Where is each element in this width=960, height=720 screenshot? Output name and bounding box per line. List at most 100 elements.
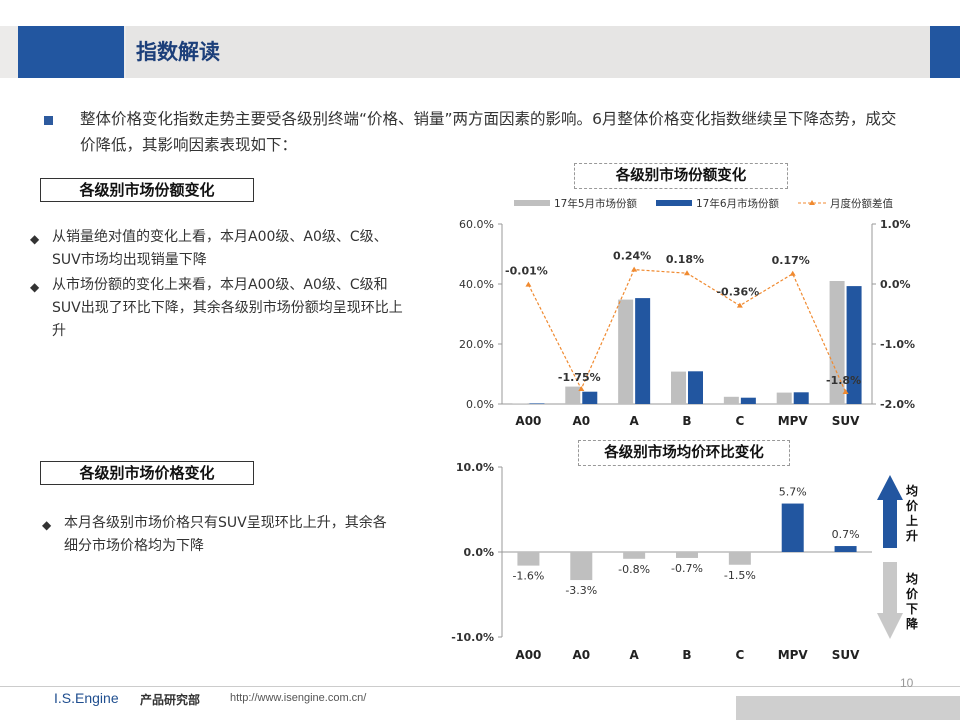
x-tick-label: A xyxy=(629,414,639,428)
y-right-tick-label: -2.0% xyxy=(880,398,915,411)
data-label: 0.7% xyxy=(832,528,860,541)
bar xyxy=(740,397,756,404)
diamond-bullet-icon: ◆ xyxy=(42,518,52,532)
list-item: ◆ 从市场份额的变化上来看，本月A00级、A0级、C级和SUV出现了环比下降，其余… xyxy=(30,277,403,339)
legend-label: 17年5月市场份额 xyxy=(554,197,638,210)
bar xyxy=(512,403,528,404)
data-label: 0.24% xyxy=(613,250,651,263)
list-item: ◆ 本月各级别市场价格只有SUV呈现环比上升，其余各细分市场价格均为下降 xyxy=(42,515,387,554)
data-label: -0.8% xyxy=(618,563,650,576)
data-point xyxy=(842,389,849,394)
data-label: -0.01% xyxy=(505,265,548,278)
page-title: 指数解读 xyxy=(136,40,220,64)
diamond-bullet-icon: ◆ xyxy=(30,280,40,294)
data-label: -3.3% xyxy=(565,584,597,597)
y-right-tick-label: -1.0% xyxy=(880,338,915,351)
x-tick-label: MPV xyxy=(778,648,809,662)
data-label: -1.5% xyxy=(724,569,756,582)
up-label-char: 价 xyxy=(906,499,919,513)
x-tick-label: B xyxy=(682,414,691,428)
bar xyxy=(582,391,598,404)
down-arrow-icon xyxy=(877,562,903,639)
data-point xyxy=(736,302,743,308)
data-point xyxy=(525,281,532,287)
x-tick-label: SUV xyxy=(832,414,860,428)
up-label-char: 均 xyxy=(906,483,918,498)
bar xyxy=(846,286,862,404)
down-label-char: 下 xyxy=(906,602,918,616)
data-label: -0.7% xyxy=(671,562,703,575)
legend-label: 月度份额差值 xyxy=(830,197,893,210)
footer-dept: 产品研究部 xyxy=(140,693,201,707)
bar xyxy=(635,298,651,404)
bar xyxy=(834,546,857,552)
y-right-tick-label: 0.0% xyxy=(880,278,911,291)
x-tick-label: A00 xyxy=(515,648,541,662)
y-tick-label: -10.0% xyxy=(451,631,494,644)
legend-label: 17年6月市场份额 xyxy=(696,197,780,210)
data-label: -0.36% xyxy=(716,286,759,299)
bar xyxy=(688,371,703,404)
down-label-char: 均 xyxy=(906,571,918,586)
data-label: -1.8% xyxy=(826,374,861,387)
bar xyxy=(676,552,698,558)
share-chart: 0.0%20.0%40.0%60.0%-2.0%-1.0%0.0%1.0%A00… xyxy=(459,197,915,428)
x-tick-label: B xyxy=(682,648,691,662)
intro-text: 整体价格变化指数走势主要受各级别终端“价格、销量”两方面因素的影响。6月整体价格… xyxy=(80,110,897,154)
down-label-char: 降 xyxy=(906,616,919,631)
footer-divider xyxy=(0,686,960,687)
section2-title: 各级别市场价格变化 xyxy=(40,461,254,485)
up-label-char: 上 xyxy=(906,513,918,528)
data-label: -1.6% xyxy=(512,570,544,583)
diamond-bullet-icon: ◆ xyxy=(30,232,40,246)
legend-swatch xyxy=(656,200,692,206)
y-left-tick-label: 40.0% xyxy=(459,278,494,291)
data-label: 5.7% xyxy=(779,486,807,499)
footer-brand: I.S.Engine xyxy=(54,690,119,706)
footer-bar xyxy=(736,696,960,720)
data-point xyxy=(631,266,638,272)
header-accent-left xyxy=(18,26,124,78)
bar xyxy=(728,552,751,565)
down-label-char: 价 xyxy=(906,587,919,601)
list-item: ◆ 从销量绝对值的变化上看，本月A00级、A0级、C级、SUV市场均出现销量下降 xyxy=(30,229,388,268)
y-tick-label: 10.0% xyxy=(456,461,494,474)
x-tick-label: A0 xyxy=(572,414,590,428)
data-point xyxy=(789,270,796,276)
up-label-char: 升 xyxy=(906,528,918,543)
data-label: 0.17% xyxy=(772,254,810,267)
y-tick-label: 0.0% xyxy=(463,546,494,559)
bar xyxy=(565,386,581,404)
x-tick-label: SUV xyxy=(832,648,860,662)
bar xyxy=(776,392,792,404)
page-number: 10 xyxy=(900,676,914,690)
bar xyxy=(793,392,809,404)
bar xyxy=(517,552,540,566)
bar xyxy=(570,552,593,581)
legend-marker xyxy=(809,200,815,205)
bar xyxy=(529,403,545,404)
section1-bullets: ◆ 从销量绝对值的变化上看，本月A00级、A0级、C级、SUV市场均出现销量下降 … xyxy=(28,226,408,345)
data-label: 0.18% xyxy=(666,253,704,266)
x-tick-label: MPV xyxy=(778,414,809,428)
x-tick-label: A0 xyxy=(572,648,590,662)
chart2-title: 各级别市场均价环比变化 xyxy=(578,440,790,466)
chart1-title: 各级别市场份额变化 xyxy=(574,163,788,189)
header-accent-right xyxy=(930,26,960,78)
y-right-tick-label: 1.0% xyxy=(880,218,911,231)
bar xyxy=(781,503,804,552)
footer-url[interactable]: http://www.isengine.com.cn/ xyxy=(230,692,367,704)
bar xyxy=(623,552,646,559)
data-label: -1.75% xyxy=(558,371,601,384)
x-tick-label: A00 xyxy=(515,414,541,428)
x-tick-label: C xyxy=(735,648,744,662)
y-left-tick-label: 0.0% xyxy=(466,398,494,411)
section2-bullets: ◆ 本月各级别市场价格只有SUV呈现环比上升，其余各细分市场价格均为下降 xyxy=(40,512,395,560)
data-point xyxy=(684,270,690,276)
x-tick-label: A xyxy=(629,648,639,662)
bar xyxy=(618,299,634,404)
bar xyxy=(671,371,686,404)
up-arrow-icon xyxy=(877,475,903,548)
header-title-bar: 指数解读 xyxy=(126,26,930,78)
legend-swatch xyxy=(514,200,550,206)
